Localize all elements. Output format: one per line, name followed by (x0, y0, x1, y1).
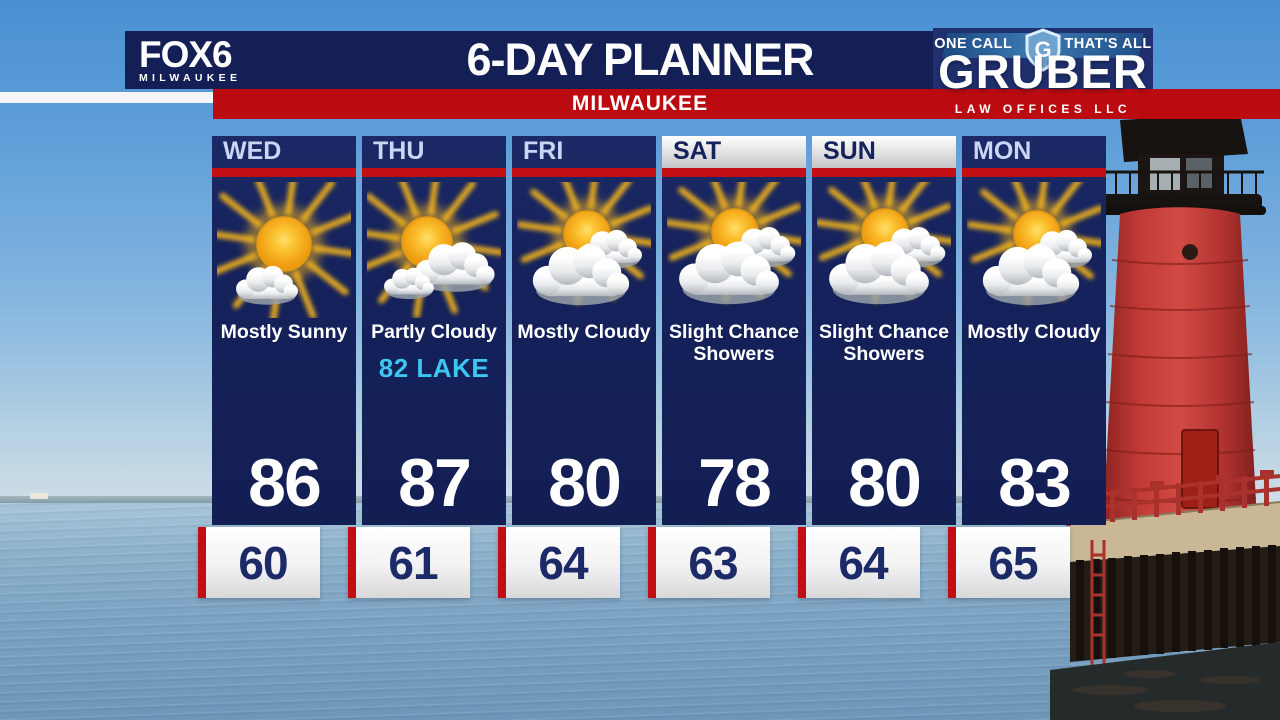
low-temp-accent (348, 527, 356, 598)
condition-label: Mostly Cloudy (517, 321, 651, 343)
condition-label: Mostly Cloudy (967, 321, 1101, 343)
station-logo: FOX6 MILWAUKEE (139, 34, 242, 84)
day-underline (362, 168, 506, 177)
station-logo-city: MILWAUKEE (139, 72, 242, 84)
low-temp-panel: 64 (506, 527, 620, 598)
low-temp: 64 (538, 536, 588, 589)
day-label: SUN (812, 136, 956, 168)
low-temp-box: 60 (198, 527, 320, 598)
day-label: SAT (662, 136, 806, 168)
low-temp-box: 65 (948, 527, 1070, 598)
condition-label: Slight Chance Showers (818, 321, 950, 365)
low-temp: 61 (388, 536, 438, 589)
low-temp-panel: 65 (956, 527, 1070, 598)
low-temp-box: 64 (498, 527, 620, 598)
high-temp: 78 (698, 445, 772, 521)
day-underline (812, 168, 956, 177)
accent-stripe (0, 92, 213, 103)
low-temp-accent (648, 527, 656, 598)
condition-label: Partly Cloudy (371, 321, 497, 343)
day-column-wed: WED Mostly Sunny 86 60 (198, 136, 365, 598)
mostly-cloudy-icon (966, 163, 1108, 322)
sponsor-panel: ONE CALL THAT'S ALL G GRUBER LAW OFFICES… (933, 28, 1153, 116)
low-temp: 60 (238, 536, 288, 589)
svg-text:G: G (1034, 37, 1051, 62)
low-temp-box: 61 (348, 527, 470, 598)
header-bar: FOX6 MILWAUKEE 6-DAY PLANNER (125, 31, 933, 89)
day-underline (212, 168, 356, 177)
low-temp-accent (198, 527, 206, 598)
chance-showers-icon (814, 161, 956, 322)
day-underline (512, 168, 656, 177)
sponsor-shield-icon: G (1025, 28, 1061, 72)
forecast-grid: WED Mostly Sunny 86 60 THU (198, 136, 1108, 598)
station-logo-name: FOX6 (139, 34, 233, 75)
low-temp: 64 (838, 536, 888, 589)
day-label: THU (373, 137, 425, 165)
low-temp-box: 64 (798, 527, 920, 598)
high-temp: 83 (998, 445, 1072, 521)
condition-label: Mostly Sunny (220, 321, 348, 343)
day-column-thu: THU (348, 136, 506, 598)
low-temp-accent (948, 527, 956, 598)
high-temp: 87 (398, 445, 472, 521)
sponsor-tagline-left: ONE CALL (934, 36, 1013, 52)
mostly-sunny-icon (203, 163, 365, 325)
distant-shore-building (30, 493, 48, 499)
day-column-sat: SAT (648, 136, 806, 598)
condition-label: Slight Chance Showers (668, 321, 800, 365)
low-temp-panel: 61 (356, 527, 470, 598)
sponsor-name: GRUBER (938, 45, 1148, 98)
low-temp-panel: 63 (656, 527, 770, 598)
high-temp: 80 (848, 445, 922, 521)
day-column-fri: FRI (498, 136, 658, 598)
sponsor-subname: LAW OFFICES LLC (954, 102, 1132, 116)
sponsor-tagline-right: THAT'S ALL (1064, 36, 1152, 52)
partly-cloudy-icon (350, 165, 504, 322)
low-temp-accent (498, 527, 506, 598)
low-temp-panel: 64 (806, 527, 920, 598)
day-label: MON (973, 137, 1032, 165)
location-banner: MILWAUKEE (213, 89, 1280, 119)
day-column-mon: MON (948, 136, 1108, 598)
location-label: MILWAUKEE (571, 92, 709, 115)
lighthouse-illustration (1050, 114, 1280, 720)
low-temp: 65 (988, 536, 1038, 589)
day-underline (662, 168, 806, 177)
mostly-cloudy-icon (516, 163, 658, 322)
high-temp: 86 (248, 445, 322, 521)
planner-title: 6-DAY PLANNER (466, 34, 814, 85)
high-temp: 80 (548, 445, 622, 521)
day-underline (962, 168, 1106, 177)
low-temp: 63 (688, 536, 738, 589)
low-temp-panel: 60 (206, 527, 320, 598)
low-temp-accent (798, 527, 806, 598)
lake-temp-label: 82 LAKE (378, 352, 490, 383)
chance-showers-icon (664, 161, 806, 322)
low-temp-box: 63 (648, 527, 770, 598)
day-column-sun: SUN (798, 136, 956, 598)
day-label: WED (223, 137, 282, 165)
day-label: FRI (523, 137, 564, 165)
